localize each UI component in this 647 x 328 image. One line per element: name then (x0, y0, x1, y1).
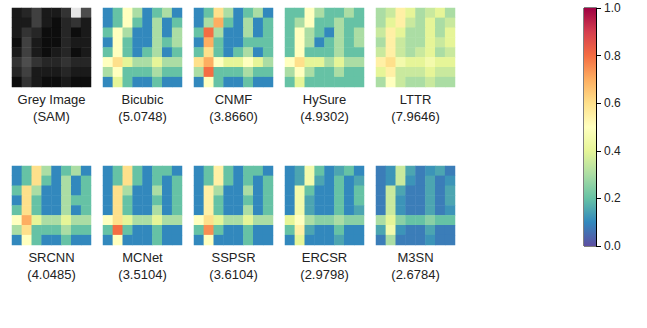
svg-text:0.8: 0.8 (604, 49, 621, 63)
svg-text:M3SN: M3SN (397, 250, 433, 265)
svg-text:(3.8660): (3.8660) (209, 109, 257, 124)
svg-text:(4.0485): (4.0485) (27, 267, 75, 282)
svg-text:(3.5104): (3.5104) (118, 267, 166, 282)
svg-text:0.2: 0.2 (604, 191, 621, 205)
svg-text:(5.0748): (5.0748) (118, 109, 166, 124)
svg-text:ERCSR: ERCSR (302, 250, 348, 265)
svg-text:SRCNN: SRCNN (28, 250, 74, 265)
svg-text:CNMF: CNMF (215, 92, 253, 107)
svg-text:0.0: 0.0 (604, 239, 621, 253)
svg-text:(2.6784): (2.6784) (391, 267, 439, 282)
svg-text:1.0: 1.0 (604, 1, 621, 15)
svg-text:LTTR: LTTR (400, 92, 432, 107)
svg-text:(SAM): (SAM) (33, 109, 70, 124)
svg-text:0.4: 0.4 (604, 144, 621, 158)
svg-text:MCNet: MCNet (122, 250, 163, 265)
svg-text:HySure: HySure (303, 92, 346, 107)
svg-text:(4.9302): (4.9302) (300, 109, 348, 124)
svg-text:(2.9798): (2.9798) (300, 267, 348, 282)
svg-text:0.6: 0.6 (604, 96, 621, 110)
svg-text:(7.9646): (7.9646) (391, 109, 439, 124)
svg-text:Grey Image: Grey Image (18, 92, 86, 107)
svg-text:(3.6104): (3.6104) (209, 267, 257, 282)
svg-text:SSPSR: SSPSR (211, 250, 255, 265)
svg-text:Bicubic: Bicubic (122, 92, 164, 107)
